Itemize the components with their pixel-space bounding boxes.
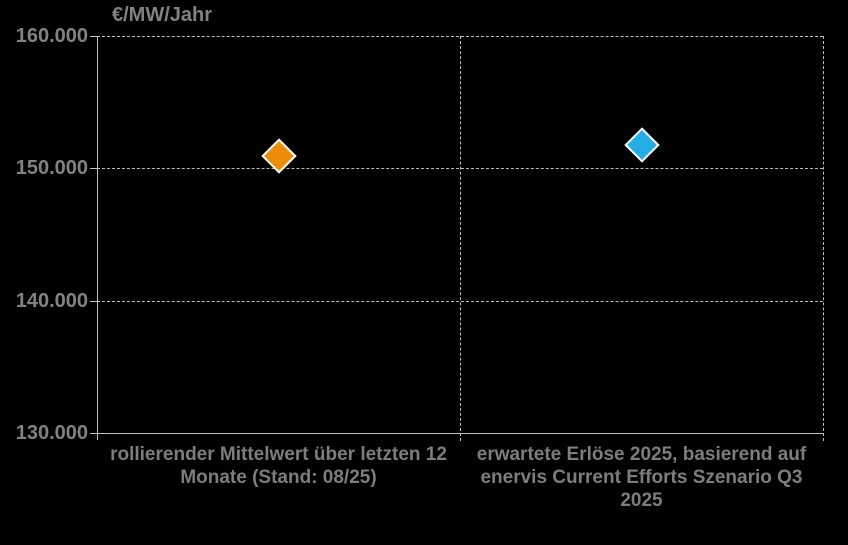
y-tick-mark <box>90 433 97 434</box>
y-tick-label: 130.000 <box>15 422 88 444</box>
y-axis-title: €/MW/Jahr <box>112 4 213 26</box>
x-tick-mark <box>97 433 98 440</box>
y-axis-line <box>97 36 98 433</box>
x-category-label: rollierender Mittelwert über letzten 12 … <box>110 444 447 488</box>
y-tick-label: 140.000 <box>15 289 88 312</box>
category-divider <box>823 36 824 441</box>
y-tick-mark <box>90 300 97 302</box>
y-tick-label: 160.000 <box>15 25 88 47</box>
expected-2025-revenue-point <box>623 126 660 163</box>
y-tick-mark <box>90 36 97 37</box>
y-tick-mark <box>90 168 97 170</box>
category-divider <box>460 36 461 441</box>
x-category-label: erwartete Erlöse 2025, basierend auf ene… <box>476 444 807 511</box>
y-tick-label: 150.000 <box>15 157 88 180</box>
